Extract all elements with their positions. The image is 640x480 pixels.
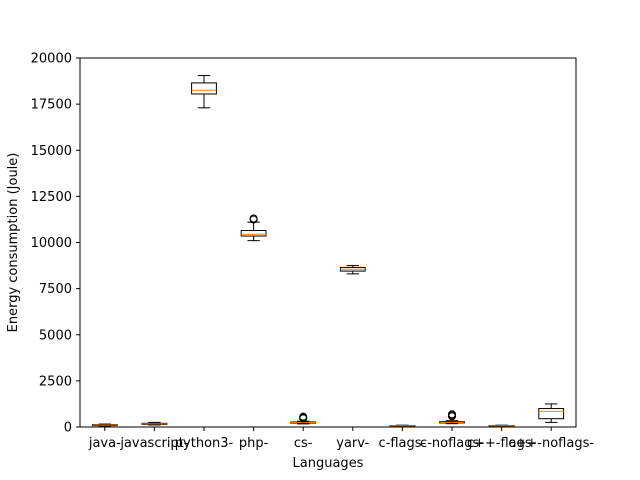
x-tick-label: cs-: [294, 436, 313, 451]
outlier-point: [448, 410, 456, 419]
y-tick-label: 20000: [31, 52, 72, 67]
box-php: [240, 214, 267, 242]
x-tick-label: c++-noflags-: [508, 436, 594, 451]
outlier-point: [299, 412, 308, 421]
x-axis-label: Languages: [293, 456, 364, 471]
box-c-noflags: [439, 410, 465, 425]
iqr-box: [240, 230, 267, 237]
box-yarv: [339, 265, 366, 275]
plot-frame: [79, 57, 577, 428]
y-tick-label: 7500: [39, 282, 72, 297]
y-tick-label: 10000: [31, 236, 72, 251]
box-cs: [290, 412, 317, 425]
y-axis-ticks: 0 2500 5000 7500 10000 12500 15000 17500 20000: [31, 52, 80, 436]
x-tick-label: c-noflags-: [420, 436, 484, 451]
x-tick-label: java-: [88, 436, 121, 451]
x-tick-label: php-: [239, 436, 269, 451]
iqr-box: [538, 408, 565, 420]
outlier-point: [249, 214, 258, 223]
box-c-flags: [389, 424, 416, 428]
box-java: [91, 423, 118, 427]
x-tick-label: c++-flags-: [467, 436, 537, 451]
box-c-noflags: [538, 403, 565, 423]
box-python3: [191, 75, 217, 109]
x-tick-label: python3-: [175, 436, 234, 451]
box-javascript: [141, 421, 168, 426]
y-tick-label: 15000: [31, 144, 72, 159]
x-axis-ticks: java-javascript-python3- php-cs-yarv-c-fl…: [88, 427, 594, 451]
y-tick-label: 17500: [31, 98, 72, 113]
x-tick-label: yarv-: [336, 436, 369, 451]
y-tick-label: 5000: [39, 328, 72, 343]
iqr-box: [191, 82, 217, 95]
boxes-layer: [91, 75, 565, 428]
x-tick-label: c-flags-: [379, 436, 427, 451]
y-axis-label: Energy consumption (Joule): [6, 153, 21, 333]
x-tick-label: javascript-: [119, 436, 188, 451]
y-tick-label: 2500: [39, 374, 72, 389]
y-tick-label: 12500: [31, 190, 72, 205]
plot-area: [80, 58, 576, 427]
box-c-flags: [488, 424, 515, 428]
y-tick-label: 0: [64, 421, 72, 436]
